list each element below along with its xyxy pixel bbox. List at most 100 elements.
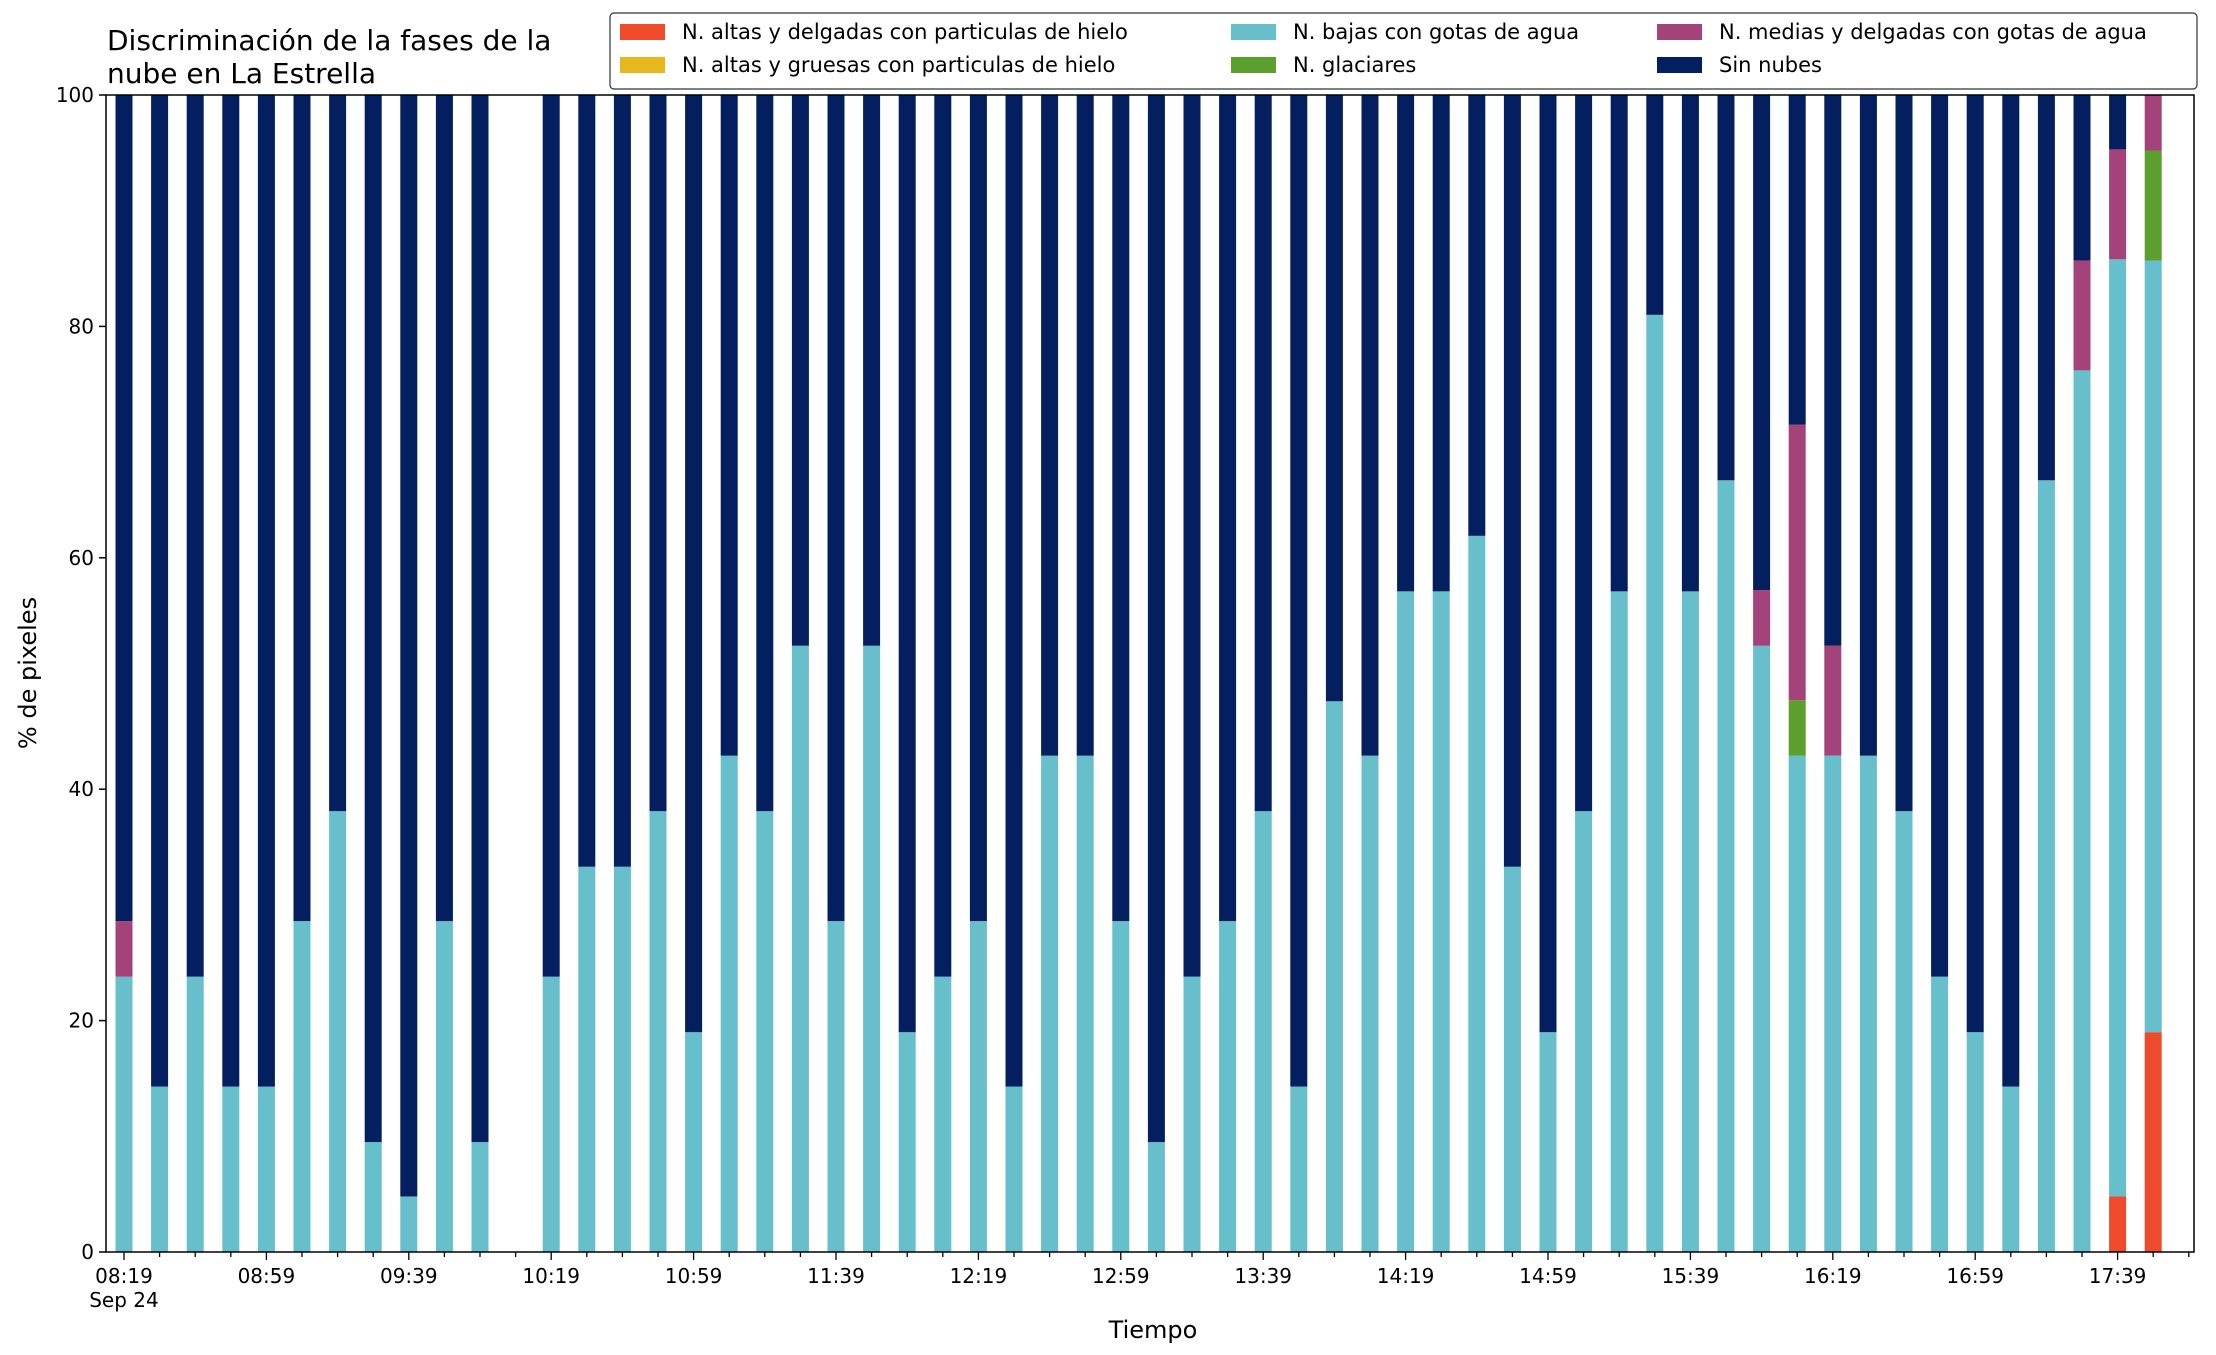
x-tick-label-1459: 14:59: [1519, 1264, 1577, 1288]
bar-segment-1529-s5: [1646, 95, 1664, 315]
bar-segment-1559-s5: [1753, 95, 1771, 591]
bar-segment-1729-s2: [2073, 370, 2091, 1252]
bar-segment-1649-s2: [1931, 976, 1949, 1252]
bar-segment-1309-s2: [1147, 1142, 1165, 1252]
bar-segment-1209-s2: [934, 976, 952, 1252]
bar-segment-1709-s5: [2002, 95, 2020, 1087]
y-tick-label-0: 0: [81, 1240, 94, 1264]
bar-segment-1559-s4: [1753, 590, 1771, 646]
bar-segment-1709-s2: [2002, 1086, 2020, 1252]
bar-segment-1319-s2: [1183, 976, 1201, 1252]
bar-segment-1749-s3: [2144, 150, 2162, 261]
legend-label-2: N. bajas con gotas de agua: [1293, 20, 1579, 44]
bar-segment-1359-s5: [1325, 95, 1343, 702]
bar-segment-1429-s2: [1432, 591, 1450, 1252]
legend-label-4: N. medias y delgadas con gotas de agua: [1719, 20, 2147, 44]
bar-segment-0849-s2: [222, 1086, 240, 1252]
bar-segment-1609-s5: [1788, 95, 1806, 425]
bar-segment-1529-s2: [1646, 314, 1664, 1253]
bar-segment-1219-s5: [969, 95, 987, 922]
bar-segment-1549-s5: [1717, 95, 1735, 481]
x-tick-label-1659: 16:59: [1946, 1264, 2004, 1288]
x-tick-label-1619: 16:19: [1804, 1264, 1862, 1288]
plot-frame: [105, 94, 2195, 1253]
x-tick-label-1419: 14:19: [1377, 1264, 1435, 1288]
bar-segment-1539-s2: [1681, 591, 1699, 1252]
legend-swatch-4: [1657, 24, 1702, 40]
bar-segment-1019-s5: [542, 95, 560, 977]
x-tick-label-1339: 13:39: [1234, 1264, 1292, 1288]
bar-segment-1339-s2: [1254, 811, 1272, 1252]
legend-swatch-0: [620, 24, 665, 40]
bar-segment-1349-s5: [1290, 95, 1308, 1087]
bar-segment-0859-s5: [257, 95, 275, 1087]
bar-segment-1519-s2: [1610, 591, 1628, 1252]
bar-segment-1749-s4: [2144, 95, 2162, 151]
legend-frame: [609, 12, 2198, 90]
x-tick-label-1259: 12:59: [1092, 1264, 1150, 1288]
bar-segment-0959-s5: [471, 95, 489, 1143]
bar-segment-0949-s2: [435, 921, 453, 1252]
bar-segment-1629-s5: [1859, 95, 1877, 756]
bar-segment-1459-s2: [1539, 1032, 1557, 1252]
bar-segment-1149-s2: [863, 645, 881, 1252]
bar-segment-1159-s2: [898, 1032, 916, 1252]
bar-segment-1659-s2: [1966, 1032, 1984, 1252]
bar-segment-1659-s5: [1966, 95, 1984, 1033]
bar-segment-1729-s5: [2073, 95, 2091, 261]
bar-segment-1619-s4: [1824, 645, 1842, 756]
bar-segment-1149-s5: [863, 95, 881, 646]
legend-label-5: Sin nubes: [1719, 53, 1822, 77]
bar-segment-0929-s2: [364, 1142, 382, 1252]
bar-segment-1239-s5: [1041, 95, 1059, 756]
x-tick-label-1139: 11:39: [807, 1264, 865, 1288]
bar-segment-1049-s5: [649, 95, 667, 812]
bar-segment-1259-s2: [1112, 921, 1130, 1252]
bar-segment-1039-s2: [613, 866, 631, 1252]
legend-label-1: N. altas y gruesas con particulas de hie…: [682, 53, 1115, 77]
bar-segment-1449-s5: [1503, 95, 1521, 867]
bar-segment-1509-s5: [1575, 95, 1593, 812]
bar-segment-0959-s2: [471, 1142, 489, 1252]
bar-segment-1159-s5: [898, 95, 916, 1033]
x-tick-label-0819: 08:19: [95, 1264, 153, 1288]
chart-title-line-1: Discriminación de la fases de la: [107, 24, 551, 57]
bar-segment-1729-s4: [2073, 260, 2091, 371]
bar-segment-1739-s4: [2109, 149, 2127, 260]
chart-title-line-2: nube en La Estrella: [107, 57, 376, 90]
bar-segment-1749-s2: [2144, 260, 2162, 1033]
bar-segment-0939-s5: [400, 95, 418, 1197]
bar-segment-1619-s2: [1824, 755, 1842, 1252]
bar-segment-0949-s5: [435, 95, 453, 922]
bar-segment-1059-s5: [685, 95, 703, 1033]
legend: N. altas y delgadas con particulas de hi…: [609, 12, 2198, 90]
bar-segment-0919-s5: [329, 95, 347, 812]
bar-segment-1329-s2: [1219, 921, 1237, 1252]
bar-segment-1459-s5: [1539, 95, 1557, 1033]
bar-segment-1439-s2: [1468, 535, 1486, 1252]
bar-segment-1119-s2: [756, 811, 774, 1252]
x-tick-label-0859: 08:59: [238, 1264, 296, 1288]
y-tick-label-100: 100: [56, 83, 94, 107]
bar-segment-1359-s2: [1325, 701, 1343, 1252]
bar-segment-0839-s5: [186, 95, 204, 977]
bar-segment-1319-s5: [1183, 95, 1201, 977]
bar-segment-1109-s5: [720, 95, 738, 756]
bar-segment-1609-s4: [1788, 424, 1806, 701]
bar-segment-1619-s5: [1824, 95, 1842, 646]
bar-segment-1509-s2: [1575, 811, 1593, 1252]
bar-segment-0849-s5: [222, 95, 240, 1087]
bar-segment-1059-s2: [685, 1032, 703, 1252]
bar-segment-1229-s2: [1005, 1086, 1023, 1252]
bar-segment-1609-s3: [1788, 700, 1806, 756]
bar-segment-0819-s5: [115, 95, 133, 922]
bar-segment-1409-s5: [1361, 95, 1379, 756]
bar-segment-1449-s2: [1503, 866, 1521, 1252]
y-axis: 0 20 40 60 80 100: [56, 83, 106, 1264]
y-tick-label-40: 40: [69, 777, 94, 801]
bar-segment-1749-s0: [2144, 1032, 2162, 1252]
bar-segment-1639-s2: [1895, 811, 1913, 1252]
bar-segment-1249-s5: [1076, 95, 1094, 756]
bar-segment-1649-s5: [1931, 95, 1949, 977]
